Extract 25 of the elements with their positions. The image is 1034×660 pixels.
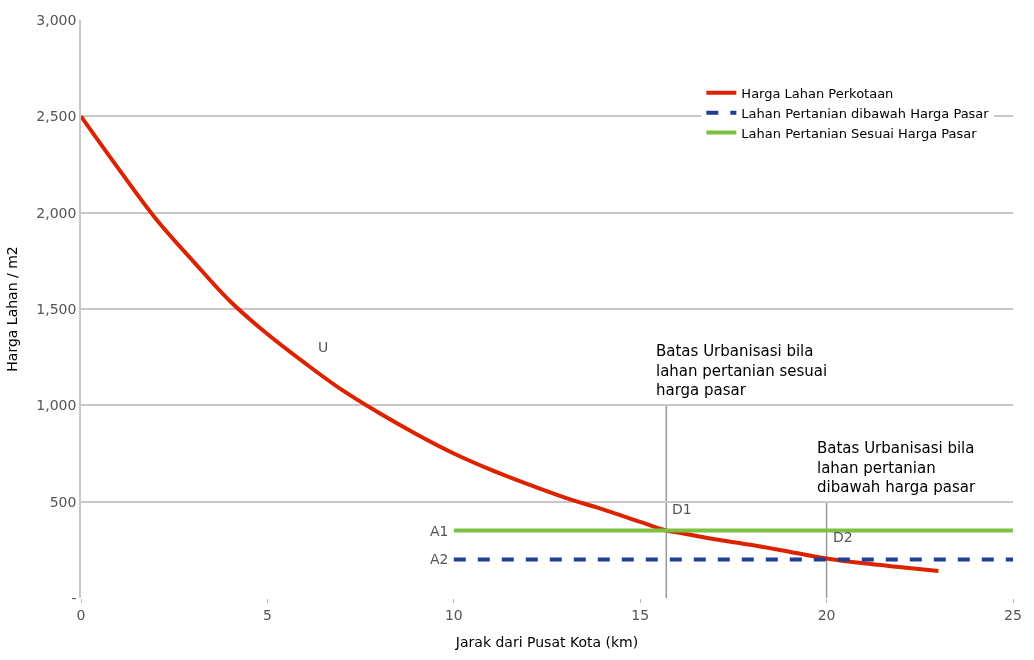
x-tick-label: 10 (444, 606, 463, 623)
y-tick-label: 2,000 (36, 204, 77, 221)
y-axis-title: Harga Lahan / m2 (4, 246, 21, 372)
annotation: D1 (672, 501, 692, 517)
x-tick-label: 15 (631, 606, 650, 623)
annotation: A2 (430, 551, 449, 567)
x-tick-label: 20 (817, 606, 836, 623)
x-tick-label: 25 (1004, 606, 1022, 623)
annotation: A1 (430, 523, 449, 539)
y-tick-label: 1,500 (36, 300, 77, 317)
x-axis-title: Jarak dari Pusat Kota (km) (454, 634, 639, 651)
annotation: Batas Urbanisasi bila lahan pertanian dibawah harga pasar (817, 439, 976, 496)
annotation: U (318, 339, 329, 355)
y-tick-label: 2,500 (36, 108, 77, 125)
y-tick-label: 500 (49, 493, 77, 510)
x-tick-label: 0 (76, 606, 86, 623)
annotation: Batas Urbanisasi bila lahan pertanian sesuai harga pasar (656, 342, 828, 399)
y-tick-label: 1,000 (36, 397, 77, 414)
legend-label: Harga Lahan Perkotaan (741, 85, 894, 101)
x-tick-label: 5 (262, 606, 272, 623)
annotation: D2 (833, 529, 853, 545)
y-tick-label: 3,000 (36, 11, 77, 28)
legend-label: Lahan Pertanian Sesuai Harga Pasar (741, 125, 978, 141)
legend-label: Lahan Pertanian dibawah Harga Pasar (741, 105, 990, 121)
y-tick-label: - (71, 589, 77, 606)
